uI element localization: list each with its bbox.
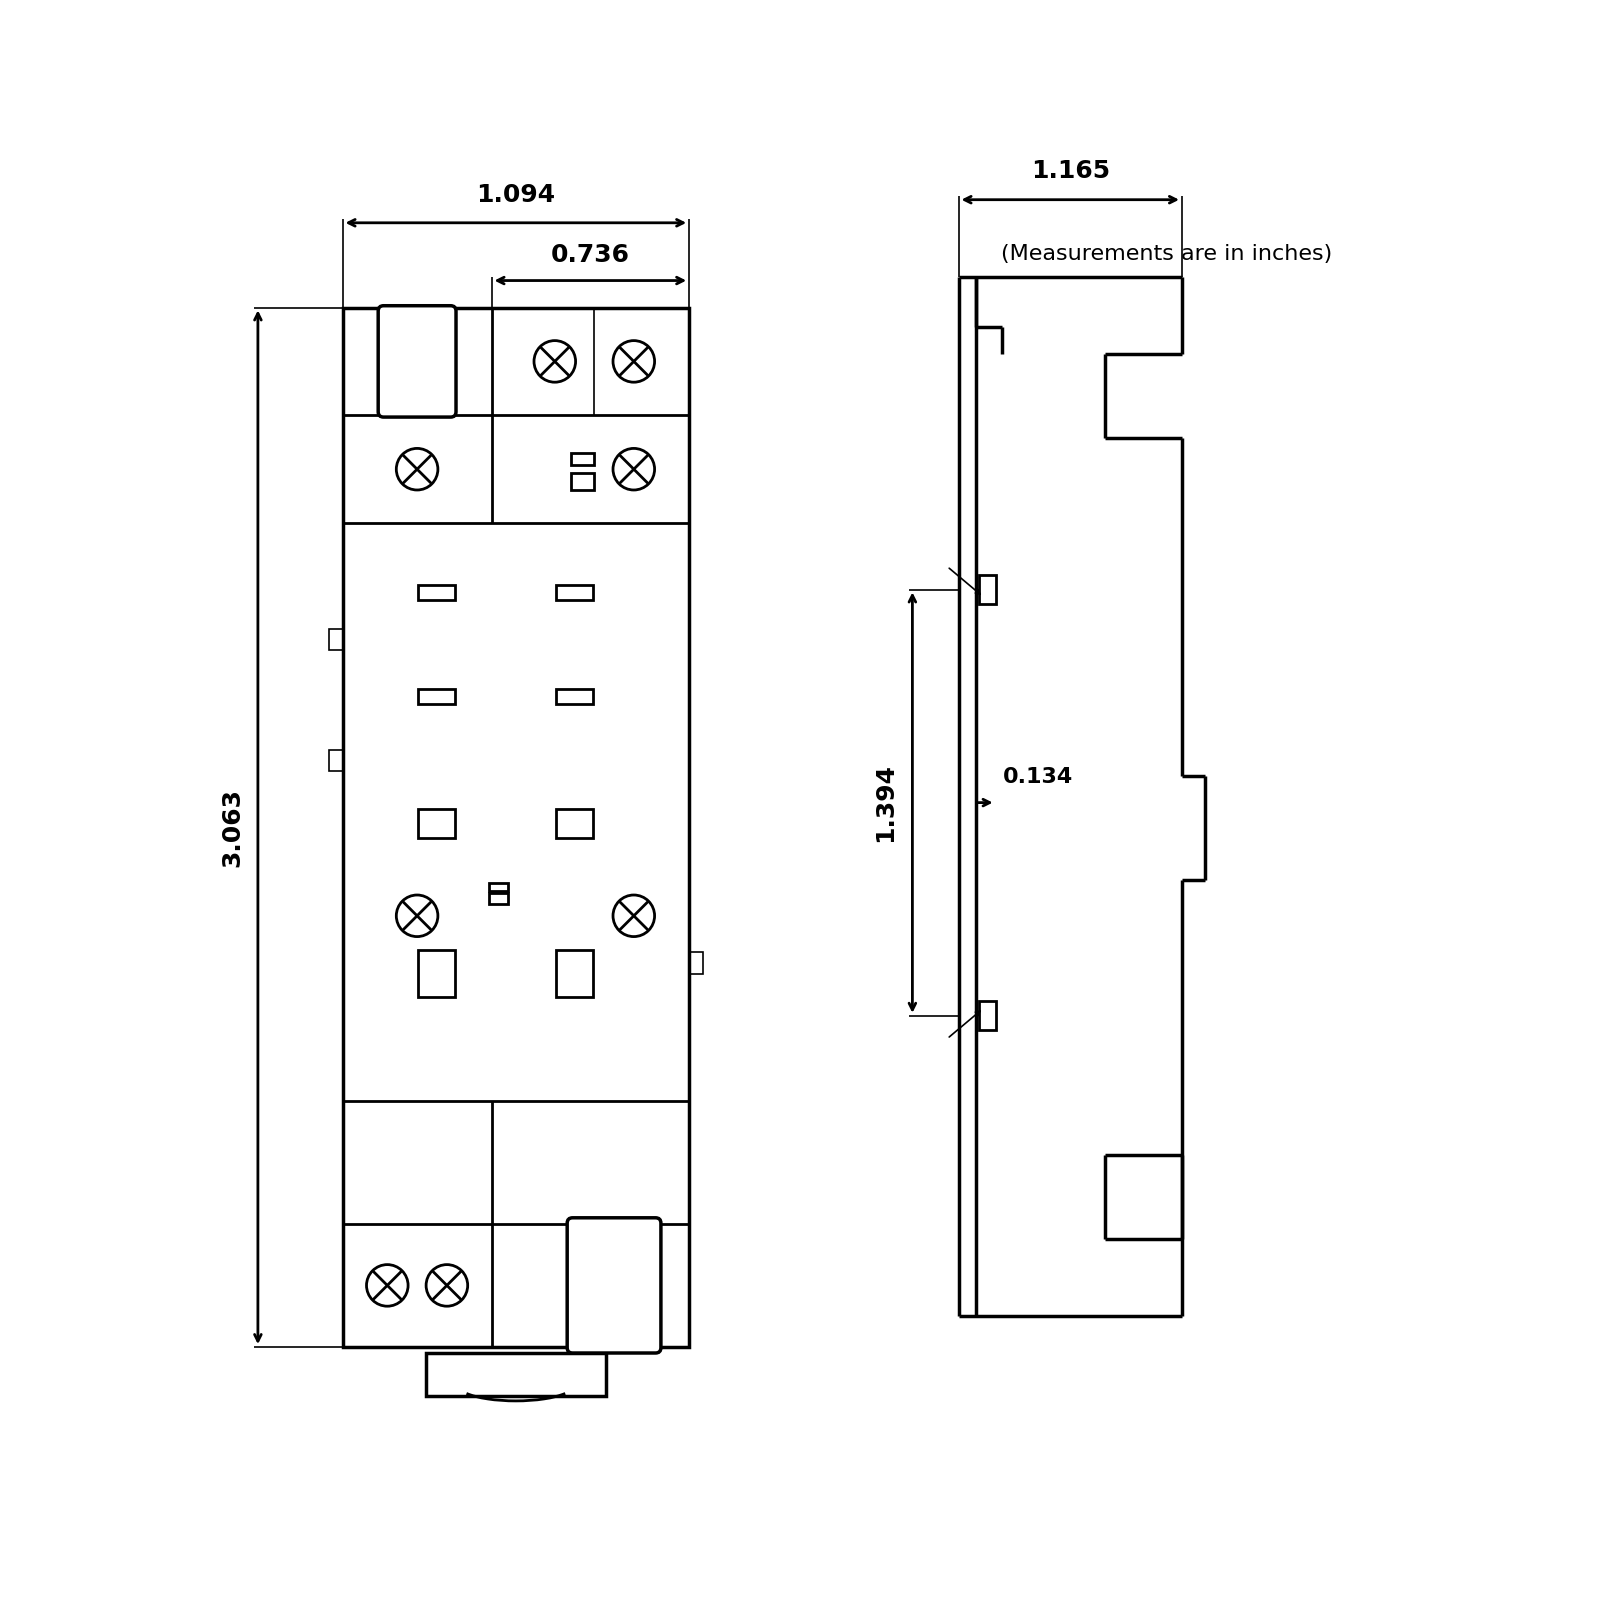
Text: 1.094: 1.094 bbox=[477, 184, 555, 208]
Circle shape bbox=[613, 341, 654, 382]
Bar bbox=[571, 474, 594, 490]
Text: 1.165: 1.165 bbox=[1030, 158, 1110, 182]
Text: 3.063: 3.063 bbox=[221, 787, 245, 867]
Bar bbox=[418, 808, 454, 838]
Text: 1.394: 1.394 bbox=[874, 763, 898, 842]
Bar bbox=[418, 584, 454, 600]
Bar bbox=[342, 307, 690, 1347]
Bar bbox=[328, 750, 342, 771]
Circle shape bbox=[366, 1264, 408, 1306]
Bar bbox=[571, 453, 594, 466]
Bar bbox=[488, 883, 507, 891]
Bar bbox=[557, 584, 594, 600]
Bar bbox=[557, 808, 594, 838]
Bar bbox=[488, 893, 507, 904]
Bar bbox=[328, 629, 342, 650]
Circle shape bbox=[613, 894, 654, 936]
Circle shape bbox=[397, 448, 438, 490]
Bar bbox=[418, 950, 454, 997]
Text: (Measurements are in inches): (Measurements are in inches) bbox=[1002, 243, 1333, 264]
Bar bbox=[426, 1354, 606, 1395]
Circle shape bbox=[397, 894, 438, 936]
Circle shape bbox=[613, 448, 654, 490]
FancyBboxPatch shape bbox=[378, 306, 456, 418]
Bar bbox=[979, 1002, 995, 1030]
Circle shape bbox=[534, 341, 576, 382]
Text: 0.134: 0.134 bbox=[1003, 768, 1074, 787]
Bar bbox=[557, 688, 594, 704]
Bar bbox=[979, 574, 995, 605]
Circle shape bbox=[426, 1264, 467, 1306]
Text: 0.736: 0.736 bbox=[550, 243, 630, 267]
FancyBboxPatch shape bbox=[566, 1218, 661, 1354]
Bar bbox=[690, 952, 702, 973]
Bar bbox=[418, 688, 454, 704]
Bar bbox=[557, 950, 594, 997]
